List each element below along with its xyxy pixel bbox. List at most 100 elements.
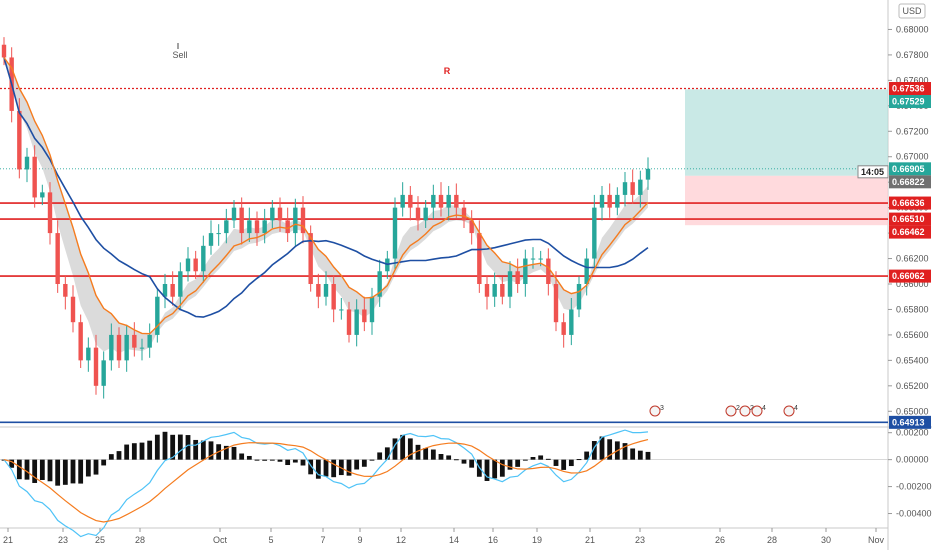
- price-badge-label: 0.66822: [892, 177, 925, 187]
- candle-body: [592, 207, 597, 259]
- candle-body: [530, 258, 536, 260]
- histogram-bar: [108, 454, 114, 460]
- position-tool[interactable]: [0, 89, 888, 226]
- event-flag-icon: [751, 405, 763, 417]
- histogram-bar: [55, 459, 61, 486]
- histogram-bar: [170, 434, 176, 460]
- histogram-bar: [208, 441, 214, 460]
- price-tick-label: 0.68000: [896, 24, 929, 34]
- histogram-bar: [139, 442, 145, 460]
- candle-body: [354, 309, 359, 335]
- candle-body: [538, 258, 543, 260]
- histogram-bar: [346, 459, 352, 476]
- histogram-bar: [630, 448, 636, 460]
- osc-tick-label: -0.00200: [896, 482, 932, 492]
- candle-body: [400, 194, 405, 208]
- histogram-bar: [538, 455, 544, 460]
- event-count: 2: [750, 405, 754, 412]
- date-label: 28: [767, 535, 777, 545]
- candle-body: [638, 179, 643, 195]
- price-badge: [889, 196, 931, 210]
- histogram-bar: [131, 443, 137, 460]
- candle-body: [147, 334, 152, 348]
- osc-tick-label: 0.00000: [896, 455, 929, 465]
- candle-body: [308, 233, 313, 284]
- loss-zone: [685, 175, 888, 226]
- signal-line: [3, 439, 649, 523]
- date-label: 28: [135, 535, 145, 545]
- candle-body: [484, 284, 490, 297]
- candle-body: [645, 168, 651, 180]
- candle-body: [461, 207, 467, 221]
- candle-body: [377, 271, 382, 297]
- histogram-bar: [85, 459, 91, 477]
- candle-body: [346, 309, 352, 335]
- histogram-bar: [377, 452, 383, 460]
- candle-body: [109, 334, 114, 361]
- price-badge: [889, 225, 931, 239]
- histogram-bar: [300, 459, 306, 466]
- candles[interactable]: [1, 37, 651, 399]
- candle-body: [323, 284, 329, 297]
- date-label: 25: [95, 535, 105, 545]
- currency-label: USD: [902, 6, 922, 16]
- candle-body: [101, 360, 106, 386]
- candle-body: [576, 284, 582, 310]
- oscillator-pane[interactable]: [0, 428, 888, 528]
- date-label: 7: [320, 535, 325, 545]
- histogram-bar: [545, 458, 551, 460]
- candle-body: [569, 309, 574, 335]
- currency-badge[interactable]: [898, 3, 926, 19]
- price-tick-label: 0.66000: [896, 279, 929, 289]
- candle-body: [262, 220, 267, 234]
- histogram-bar: [185, 435, 191, 460]
- price-badge: [889, 95, 931, 109]
- horizontal-levels[interactable]: [0, 87, 888, 424]
- candle-body: [116, 334, 122, 361]
- price-badge-label: 0.67536: [892, 84, 925, 94]
- candle-body: [124, 334, 129, 361]
- histogram-bar: [622, 443, 628, 460]
- histogram-bar: [392, 438, 398, 460]
- histogram-bar: [522, 459, 528, 461]
- histogram-bar: [438, 454, 444, 460]
- histogram-bar: [361, 459, 367, 467]
- candle-body: [369, 296, 375, 323]
- histogram-bar: [415, 444, 421, 460]
- candle-body: [431, 194, 436, 208]
- sell-label: Sell: [172, 50, 187, 60]
- price-badge-label: 0.66636: [892, 198, 925, 208]
- price-tick-label: 0.65400: [896, 355, 929, 365]
- candle-body: [300, 207, 306, 234]
- histogram-bar: [599, 436, 605, 460]
- date-label: 26: [715, 535, 725, 545]
- candle-body: [615, 194, 620, 208]
- profit-zone: [685, 89, 888, 176]
- histogram-bar: [101, 459, 107, 466]
- candle-body: [477, 233, 482, 284]
- candle-body: [216, 233, 221, 235]
- candle-body: [339, 309, 344, 311]
- histogram-bar: [262, 459, 268, 461]
- candle-body: [331, 284, 336, 310]
- candle-body: [231, 207, 237, 221]
- price-badge-label: 0.64913: [892, 417, 925, 427]
- candle-body: [408, 194, 413, 208]
- histogram-bar: [254, 459, 260, 461]
- economic-events[interactable]: 3 2 2 4 4: [649, 405, 798, 417]
- histogram-bar: [499, 459, 505, 477]
- ma-slow-line: [3, 57, 649, 318]
- histogram-bar: [637, 450, 643, 460]
- candle-body: [24, 156, 30, 170]
- candle-body: [316, 284, 321, 297]
- candle-body: [86, 347, 91, 361]
- event-count: 4: [794, 405, 798, 412]
- candle-body: [40, 192, 45, 198]
- histogram-bar: [154, 434, 160, 460]
- price-tick-label: 0.65600: [896, 330, 929, 340]
- countdown-badge: [857, 165, 889, 179]
- histogram-bar: [484, 459, 490, 481]
- moving-averages: [3, 57, 649, 335]
